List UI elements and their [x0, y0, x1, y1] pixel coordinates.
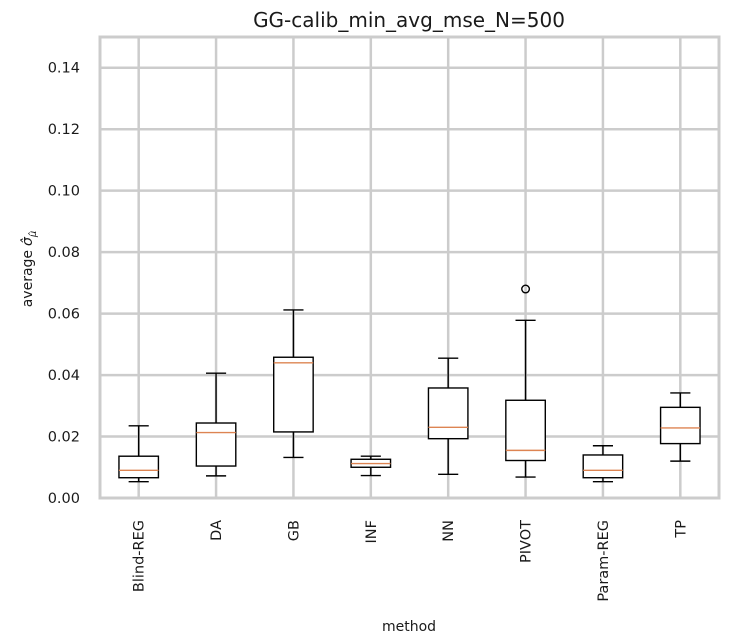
box-gb: [273, 309, 314, 459]
plot-frame: [98, 35, 721, 500]
box-param-reg: [582, 445, 624, 483]
y-tick-labels: 0.00 0.02 0.04 0.06 0.08 0.10 0.12 0.14: [48, 61, 80, 507]
box-tp: [659, 392, 701, 462]
box-iqr: [582, 454, 624, 479]
y-axis-label-prefix: average: [20, 250, 36, 307]
box-blind-reg: [118, 425, 160, 483]
x-tick-label: DA: [209, 520, 225, 541]
box-series: [118, 284, 701, 483]
x-tick-label: INF: [364, 520, 380, 543]
y-tick-label: 0.10: [48, 184, 80, 200]
y-tick-label: 0.06: [48, 307, 80, 323]
outlier-point: [521, 284, 531, 294]
box-da: [195, 372, 237, 477]
x-tick-label: Param-REG: [596, 520, 612, 602]
chart-title: GG-calib_min_avg_mse_N=500: [253, 8, 565, 32]
y-axis-label: average σ̂μ̂: [20, 231, 39, 308]
box-pivot: [505, 284, 546, 478]
box-iqr: [273, 356, 314, 433]
box-iqr: [118, 455, 160, 479]
x-axis-label: method: [382, 619, 436, 635]
y-tick-label: 0.14: [48, 61, 80, 77]
y-axis-label-subscript: μ̂: [27, 231, 39, 238]
x-tick-label: TP: [673, 520, 689, 539]
y-tick-label: 0.08: [48, 245, 80, 261]
box-nn: [427, 357, 469, 476]
x-tick-labels: Blind-REG DA GB INF NN PIVOT Param-REG TP: [132, 520, 690, 602]
y-tick-label: 0.02: [48, 430, 80, 446]
x-tick-label: GB: [286, 520, 302, 541]
y-tick-label: 0.00: [48, 491, 80, 507]
grid-lines: [100, 37, 719, 500]
x-tick-label: Blind-REG: [132, 520, 148, 592]
box-iqr: [195, 422, 237, 467]
y-axis-label-symbol: σ̂: [20, 236, 36, 246]
box-iqr: [659, 406, 701, 445]
x-tick-label: PIVOT: [519, 520, 535, 563]
box-inf: [350, 455, 392, 477]
y-tick-label: 0.12: [48, 122, 80, 138]
y-tick-label: 0.04: [48, 368, 80, 384]
box-iqr: [427, 387, 469, 440]
box-iqr: [505, 399, 546, 462]
x-tick-label: NN: [441, 520, 457, 542]
